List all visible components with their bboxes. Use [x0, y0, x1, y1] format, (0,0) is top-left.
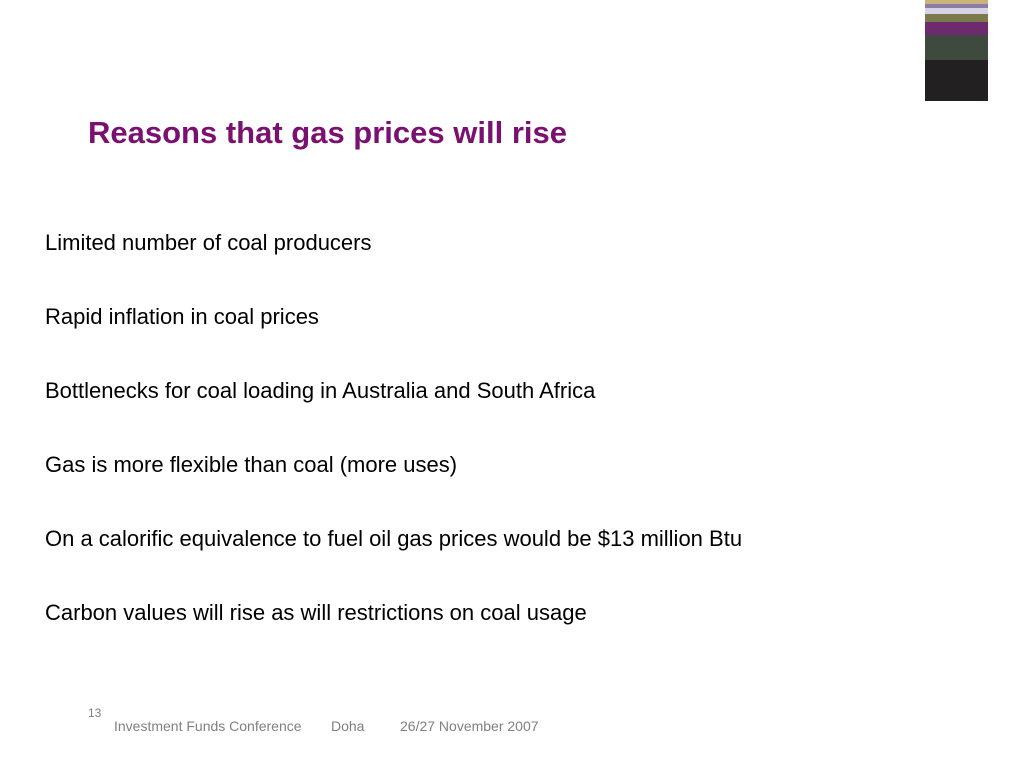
- bullet-item: On a calorific equivalence to fuel oil g…: [45, 526, 743, 551]
- bullet-item: Carbon values will rise as will restrict…: [45, 600, 587, 625]
- bullet-item: Gas is more flexible than coal (more use…: [45, 452, 458, 477]
- slide-title: Reasons that gas prices will rise: [88, 115, 567, 150]
- bullet-list: Limited number of coal producers Rapid i…: [45, 227, 742, 671]
- color-stripe: [925, 0, 988, 4]
- bullet-item: Limited number of coal producers: [45, 230, 372, 255]
- color-stripe: [925, 14, 988, 22]
- bullet-item: Bottlenecks for coal loading in Australi…: [45, 378, 596, 403]
- footer-event-name: Investment Funds Conference: [114, 718, 302, 734]
- footer-location: Doha: [331, 718, 365, 734]
- color-stripe: [925, 4, 988, 8]
- bullet-item: Rapid inflation in coal prices: [45, 304, 319, 329]
- color-stripe: [925, 22, 988, 35]
- footer-date: 26/27 November 2007: [400, 718, 539, 734]
- page-number: 13: [88, 706, 102, 720]
- decorative-color-bar: [925, 0, 988, 101]
- color-stripe: [925, 60, 988, 101]
- color-stripe: [925, 35, 988, 60]
- color-stripe: [925, 8, 988, 14]
